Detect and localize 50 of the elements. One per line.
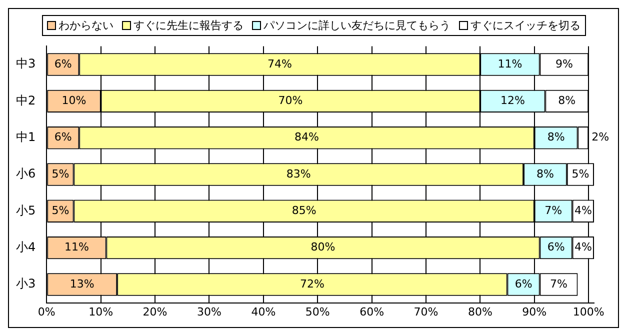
data-label: 6%	[54, 130, 72, 144]
data-label: 11%	[498, 57, 522, 70]
data-label: 8%	[558, 94, 576, 108]
data-label: 5%	[52, 204, 70, 218]
data-label: 7%	[550, 277, 568, 290]
data-label: 6%	[54, 57, 72, 70]
data-label: 74%	[267, 57, 292, 70]
y-tick-label: 中3	[16, 56, 36, 71]
data-label: 4%	[574, 204, 592, 218]
y-tick-label: 小6	[16, 166, 36, 181]
data-label: 13%	[70, 277, 94, 290]
data-label: 2%	[592, 130, 610, 144]
data-label: 80%	[310, 240, 336, 254]
x-tick-label: 10%	[88, 305, 114, 318]
data-label: 9%	[555, 57, 573, 70]
x-tick-label: 40%	[251, 305, 276, 318]
data-label: 6%	[547, 240, 565, 254]
x-tick-label: 100%	[572, 305, 604, 318]
legend-label: パソコンに詳しい友だちに見てもらう	[264, 18, 450, 33]
legend-label: わからない	[58, 18, 114, 33]
y-tick-label: 中1	[16, 130, 36, 144]
data-label: 11%	[64, 240, 89, 254]
data-label: 6%	[514, 277, 532, 290]
x-tick-label: 0%	[38, 305, 56, 318]
data-label: 72%	[300, 277, 324, 290]
x-tick-label: 30%	[196, 305, 222, 318]
data-label: 5%	[52, 167, 70, 180]
data-label: 10%	[62, 94, 86, 108]
data-label: 8%	[547, 130, 565, 144]
data-label: 85%	[292, 204, 316, 218]
data-label: 84%	[294, 130, 319, 144]
y-tick-label: 小3	[16, 276, 36, 291]
x-tick-label: 60%	[360, 305, 384, 318]
y-tick-label: 中2	[16, 93, 36, 108]
y-tick-label: 小4	[16, 240, 36, 254]
legend-label: すぐにスイッチを切る	[470, 18, 580, 33]
data-label: 5%	[572, 167, 590, 180]
x-tick-label: 50%	[305, 305, 330, 318]
x-tick-label: 90%	[522, 305, 547, 318]
data-label: 83%	[286, 167, 311, 180]
data-label: 7%	[544, 204, 562, 218]
data-label: 8%	[536, 167, 554, 180]
data-label: 12%	[500, 94, 525, 108]
x-tick-label: 70%	[414, 305, 438, 318]
data-label: 70%	[278, 94, 303, 108]
x-tick-label: 20%	[142, 305, 168, 318]
data-label: 4%	[574, 240, 592, 254]
y-tick-label: 小5	[16, 203, 36, 218]
text: すぐに先生に報告する	[134, 18, 244, 33]
x-tick-label: 80%	[468, 305, 492, 318]
